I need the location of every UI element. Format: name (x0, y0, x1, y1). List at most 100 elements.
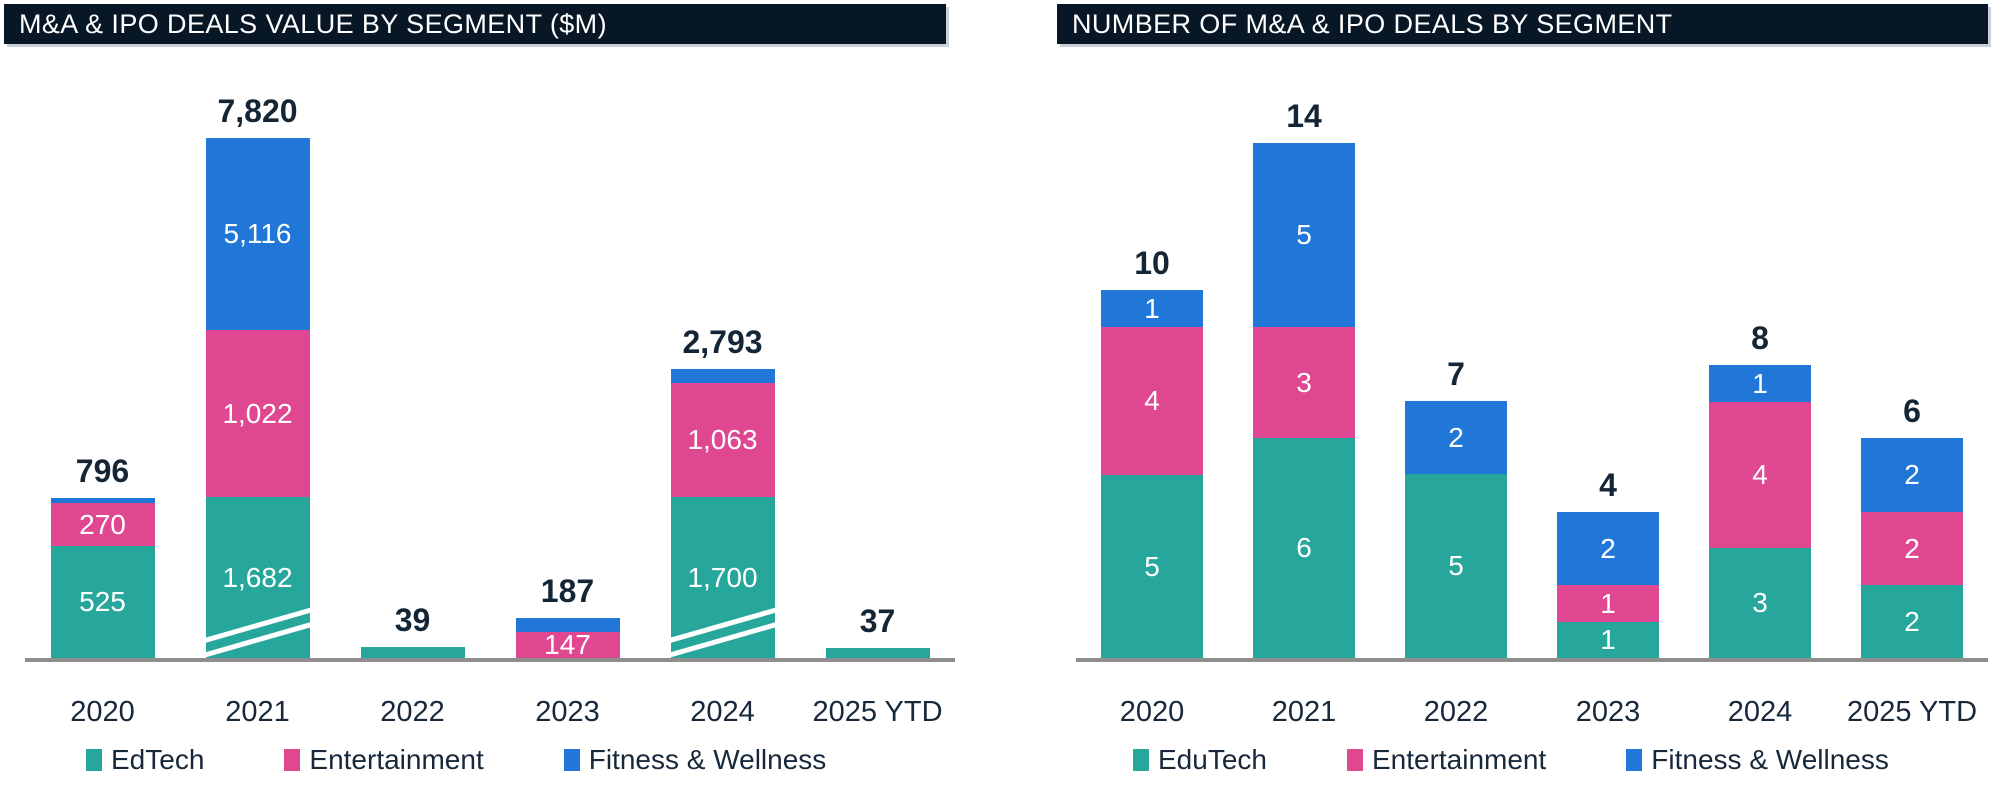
axis-break-marks (670, 605, 775, 658)
bar-group-2022: 39 (335, 60, 490, 658)
legend-item-fitness-wellness: Fitness & Wellness (563, 744, 827, 776)
bar-2025-ytd (825, 648, 930, 658)
segment-fitness-wellness: 5,116 (205, 138, 310, 330)
segment-entertainment: 4 (1709, 402, 1811, 548)
x-axis-label-2020: 2020 (70, 696, 135, 728)
total-label-2024: 8 (1751, 320, 1769, 356)
segment-value-label: 1 (1752, 367, 1768, 399)
segment-fitness-wellness: 1 (1709, 365, 1811, 402)
legend-swatch-fitness-wellness (1626, 749, 1643, 771)
segment-value-label: 5 (1296, 219, 1312, 250)
deal-count-chart-header: NUMBER OF M&A & IPO DEALS BY SEGMENT (1057, 4, 1988, 44)
legend-label-edutech: EduTech (1158, 744, 1267, 775)
bar-group-2020: 796 525 270 (25, 60, 180, 658)
segment-entertainment: 147 (515, 629, 620, 660)
legend-swatch-edtech (86, 749, 102, 771)
x-axis-label-2024: 2024 (1727, 696, 1793, 728)
segment-value-label: 2 (1904, 532, 1920, 564)
deal-value-legend: EdTech Entertainment Fitness & Wellness (86, 744, 826, 776)
deal-value-chart-header: M&A & IPO DEALS VALUE BY SEGMENT ($M) (4, 4, 946, 44)
bar-2022 (360, 647, 465, 658)
segment-value-label: 1,682 (222, 561, 293, 593)
legend-label-entertainment: Entertainment (309, 744, 484, 775)
legend-swatch-edutech (1133, 749, 1149, 771)
total-label-2021: 14 (1286, 98, 1322, 134)
segment-entertainment: 4 (1101, 327, 1203, 475)
segment-edutech: 1 (1557, 622, 1659, 658)
segment-edutech: 3 (1709, 548, 1811, 658)
x-axis-label-2022: 2022 (1423, 696, 1489, 728)
segment-entertainment: 2 (1861, 512, 1963, 585)
segment-edtech (360, 647, 465, 658)
segment-fitness-wellness: 5 (1253, 143, 1355, 327)
bar-group-2023: 187 147 (490, 60, 645, 660)
x-axis-label-2025-ytd: 2025 YTD (1846, 696, 1978, 728)
segment-edtech (825, 648, 930, 658)
segment-edtech: 525 (50, 546, 155, 658)
deal-count-x-axis-labels: 2020 2021 2022 2023 2024 2025 YTD (1076, 692, 1988, 732)
segment-value-label: 3 (1752, 587, 1768, 618)
segment-value-label: 1,022 (222, 397, 293, 429)
total-label-2020: 10 (1134, 245, 1170, 281)
segment-value-label: 6 (1296, 532, 1312, 563)
deal-count-bars-row: 10 5 4 1 14 6 3 5 7 5 2 4 1 1 2 8 3 4 1 6 2 2 2 (1076, 60, 1988, 658)
total-label-2023: 187 (540, 573, 595, 609)
segment-value-label: 147 (544, 629, 591, 660)
legend-item-entertainment: Entertainment (284, 744, 484, 776)
segment-value-label: 2 (1904, 459, 1920, 490)
segment-fitness-wellness: 2 (1557, 512, 1659, 585)
segment-fitness-wellness (50, 498, 155, 503)
segment-value-label: 1 (1144, 292, 1160, 324)
legend-label-fitness-wellness: Fitness & Wellness (1651, 744, 1889, 775)
deal-count-chart-panel: NUMBER OF M&A & IPO DEALS BY SEGMENT 10 5… (1057, 0, 1999, 794)
x-axis-label-2020: 2020 (1119, 696, 1185, 728)
segment-value-label: 4 (1752, 459, 1768, 490)
total-label-2021: 7,820 (217, 93, 298, 129)
segment-value-label: 1 (1600, 587, 1616, 619)
bar-group-2023: 4 1 1 2 (1532, 60, 1684, 658)
bar-group-2020: 10 5 4 1 (1076, 60, 1228, 658)
x-axis-label-2023: 2023 (535, 696, 600, 728)
deal-count-x-axis-line (1076, 658, 1988, 662)
total-label-2022: 7 (1447, 356, 1465, 392)
legend-label-fitness-wellness: Fitness & Wellness (588, 744, 827, 775)
segment-value-label: 2 (1904, 605, 1920, 637)
legend-label-entertainment: Entertainment (1371, 744, 1547, 775)
legend-item-entertainment: Entertainment (1346, 744, 1547, 776)
segment-entertainment: 3 (1253, 327, 1355, 438)
segment-fitness-wellness (515, 618, 620, 632)
deal-value-bars-row: 796 525 270 7,820 1,682 1,022 5,116 39 187 147 2,7… (25, 60, 955, 660)
segment-entertainment: 1 (1557, 585, 1659, 622)
bar-group-2025-ytd: 37 (800, 60, 955, 658)
legend-swatch-entertainment (284, 749, 301, 771)
segment-edutech: 2 (1861, 585, 1963, 658)
segment-value-label: 4 (1144, 385, 1160, 416)
segment-value-label: 270 (79, 508, 126, 540)
bar-group-2025-ytd: 6 2 2 2 (1836, 60, 1988, 658)
segment-value-label: 1 (1600, 624, 1616, 655)
segment-entertainment: 1,063 (670, 383, 775, 497)
bar-2021: 6 3 5 (1253, 143, 1355, 658)
segment-value-label: 2 (1448, 421, 1464, 453)
x-axis-label-2023: 2023 (1575, 696, 1641, 728)
segment-value-label: 1,063 (687, 424, 758, 455)
bar-2020: 525 270 (50, 498, 155, 658)
bar-2023: 1 1 2 (1557, 512, 1659, 658)
x-axis-label-2021: 2021 (225, 696, 290, 728)
total-label-2023: 4 (1599, 467, 1617, 503)
bar-2024: 3 4 1 (1709, 365, 1811, 658)
total-label-2020: 796 (75, 453, 130, 489)
legend-item-fitness-wellness: Fitness & Wellness (1626, 744, 1889, 776)
deal-count-plot-area: 10 5 4 1 14 6 3 5 7 5 2 4 1 1 2 8 3 4 1 6 2 2 2 (1076, 60, 1988, 662)
x-axis-label-2024: 2024 (690, 696, 755, 728)
deal-value-x-axis-labels: 2020 2021 2022 2023 2024 2025 YTD (25, 692, 955, 732)
bar-group-2024: 8 3 4 1 (1684, 60, 1836, 658)
bar-group-2024: 2,793 1,700 1,063 (645, 60, 800, 658)
x-axis-label-2025-ytd: 2025 YTD (812, 696, 943, 728)
segment-edutech: 5 (1101, 475, 1203, 658)
segment-edtech: 1,682 (205, 497, 310, 658)
bar-group-2021: 7,820 1,682 1,022 5,116 (180, 60, 335, 658)
legend-label-edtech: EdTech (111, 744, 205, 775)
bar-2021: 1,682 1,022 5,116 (205, 138, 310, 658)
deal-value-x-axis-line (25, 658, 955, 662)
